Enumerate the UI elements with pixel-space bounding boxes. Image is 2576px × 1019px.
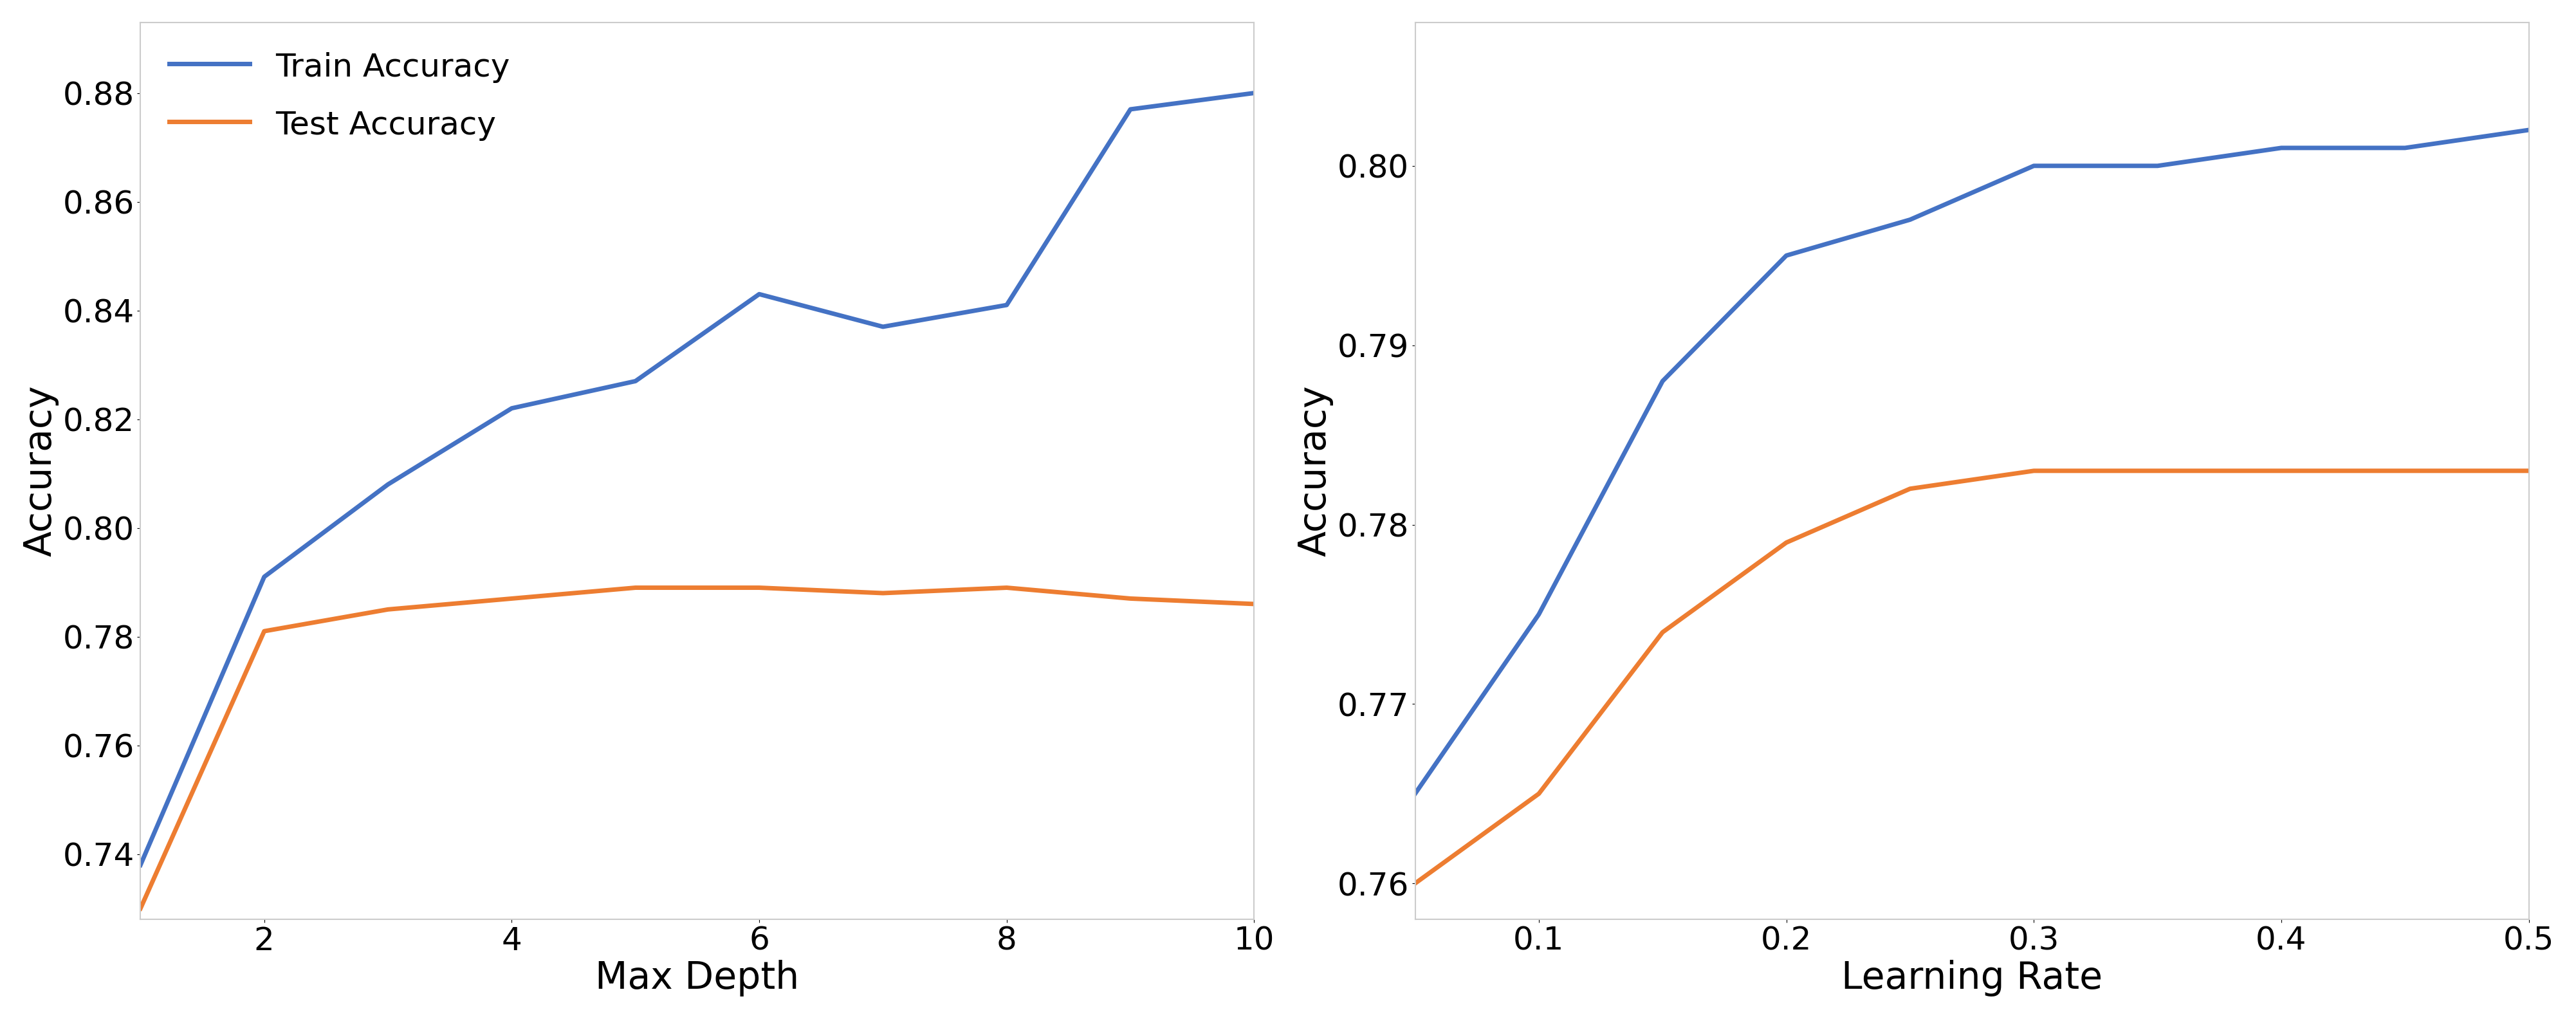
Test Accuracy [250, 625, 281, 637]
Train Accuracy [868, 321, 899, 333]
Train Accuracy [2017, 160, 2048, 172]
Train Accuracy [744, 288, 775, 301]
Train Accuracy [1770, 250, 1801, 262]
Train Accuracy [1399, 788, 1430, 800]
Test Accuracy [497, 592, 528, 604]
Y-axis label: Accuracy: Accuracy [23, 385, 59, 556]
Train Accuracy [1893, 214, 1924, 226]
Train Accuracy [2388, 142, 2419, 154]
X-axis label: Max Depth: Max Depth [595, 960, 799, 997]
Test Accuracy [1399, 877, 1430, 890]
Line: Test Accuracy: Test Accuracy [1414, 471, 2527, 883]
Test Accuracy [1646, 626, 1677, 638]
Train Accuracy [2264, 142, 2295, 154]
Train Accuracy [2141, 160, 2172, 172]
Test Accuracy [744, 582, 775, 594]
Test Accuracy [2141, 465, 2172, 477]
Test Accuracy [2264, 465, 2295, 477]
Test Accuracy [621, 582, 652, 594]
Line: Train Accuracy: Train Accuracy [142, 93, 1255, 865]
Test Accuracy [1770, 536, 1801, 548]
X-axis label: Learning Rate: Learning Rate [1842, 960, 2102, 997]
Train Accuracy [2512, 124, 2543, 137]
Train Accuracy [250, 571, 281, 583]
Train Accuracy [497, 403, 528, 415]
Train Accuracy [1239, 87, 1270, 99]
Line: Train Accuracy: Train Accuracy [1414, 130, 2527, 794]
Test Accuracy [992, 582, 1023, 594]
Train Accuracy [126, 859, 157, 871]
Line: Test Accuracy: Test Accuracy [142, 588, 1255, 908]
Test Accuracy [2017, 465, 2048, 477]
Test Accuracy [2388, 465, 2419, 477]
Test Accuracy [126, 902, 157, 914]
Train Accuracy [1522, 608, 1553, 621]
Test Accuracy [2512, 465, 2543, 477]
Test Accuracy [1239, 598, 1270, 610]
Train Accuracy [374, 478, 404, 490]
Train Accuracy [621, 375, 652, 387]
Test Accuracy [1893, 483, 1924, 495]
Test Accuracy [1115, 592, 1146, 604]
Test Accuracy [868, 587, 899, 599]
Test Accuracy [1522, 788, 1553, 800]
Train Accuracy [1115, 103, 1146, 115]
Legend: Train Accuracy, Test Accuracy: Train Accuracy, Test Accuracy [157, 39, 523, 154]
Test Accuracy [374, 603, 404, 615]
Train Accuracy [992, 299, 1023, 311]
Y-axis label: Accuracy: Accuracy [1296, 385, 1334, 556]
Train Accuracy [1646, 375, 1677, 387]
